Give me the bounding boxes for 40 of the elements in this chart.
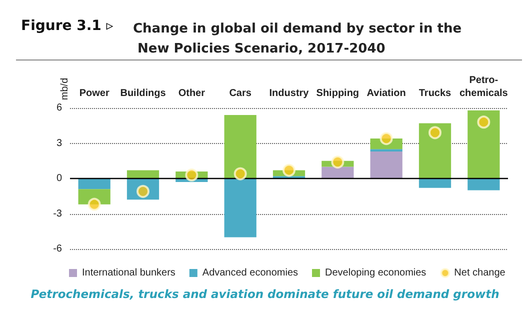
legend-label: Developing economies: [325, 268, 426, 278]
point: [331, 156, 344, 169]
x-tick-label: Buildings: [120, 88, 166, 99]
y-tick-label: -6: [53, 244, 62, 254]
bar: [418, 178, 452, 188]
x-tick-label: Industry: [269, 88, 310, 99]
legend-label: International bunkers: [82, 268, 176, 278]
bar: [418, 123, 452, 178]
bar: [78, 178, 110, 190]
text: Petrochemicals, trucks and aviation dominate future oil demand growth: [30, 287, 500, 301]
bar: [468, 178, 500, 190]
y-tick-label: -3: [53, 208, 62, 220]
point: [428, 126, 442, 140]
bar: [322, 166, 354, 178]
chart-title: Change in global oil demand by sector in the New Policies Scenario, 2017-2040: [133, 22, 462, 56]
y-tick-label: 6: [56, 102, 62, 114]
y-tick-label: 0: [56, 173, 62, 184]
legend-label: Net change: [454, 268, 506, 278]
bar: [126, 170, 160, 178]
point: [477, 116, 490, 129]
bar: [224, 115, 256, 178]
point: [380, 132, 393, 146]
x-tick-label: Other: [178, 88, 206, 99]
x-tick-label: Cars: [229, 88, 252, 99]
bar: [224, 178, 256, 238]
point: [88, 198, 101, 211]
legend-label: Advanced economies: [202, 268, 298, 278]
point: [185, 168, 198, 182]
y-axis-title: mb/d: [60, 78, 70, 100]
x-tick-label: Shipping: [316, 88, 360, 99]
x-tick-label: Petro- chemicals: [459, 75, 508, 99]
point: [234, 167, 247, 180]
caption: Figure 3.1 ▹: [21, 18, 114, 34]
bar: [370, 151, 402, 178]
y-tick-label: 3: [56, 138, 62, 149]
x-tick-label: Aviation: [366, 88, 406, 99]
x-tick-label: Trucks: [418, 88, 452, 99]
bar: [468, 110, 500, 178]
point: [282, 164, 296, 177]
x-tick-label: Power: [79, 88, 110, 99]
